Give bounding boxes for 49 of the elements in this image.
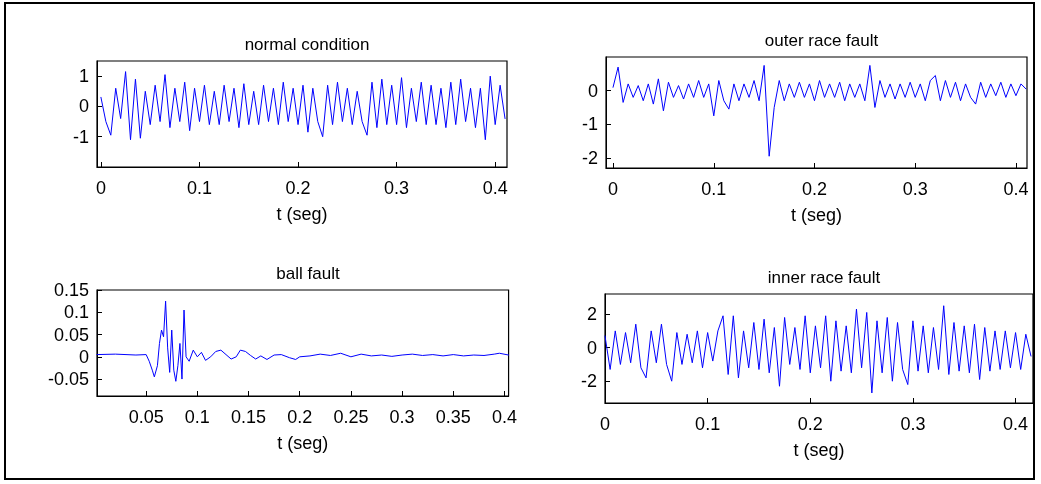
x-axis-title: t (seg) (793, 440, 845, 460)
x-tick-label: 0.4 (491, 407, 517, 427)
y-tick-label: 0.1 (63, 302, 89, 323)
x-axis-title: t (seg) (277, 433, 329, 453)
chart-title: normal condition (244, 35, 370, 54)
y-tick-label: -0.05 (47, 369, 89, 390)
x-tick-label: 0.1 (701, 179, 727, 199)
chart-title: outer race fault (764, 31, 879, 50)
y-tick-label: 0 (587, 80, 598, 101)
x-tick-label: 0.25 (333, 407, 369, 427)
x-tick-label: 0 (95, 178, 106, 198)
y-tick-label: -1 (72, 126, 89, 147)
x-tick-label: 0.4 (1003, 179, 1029, 199)
x-tick-label: 0.2 (797, 414, 823, 434)
x-tick-label: 0.1 (695, 414, 721, 434)
x-tick-label: 0.35 (435, 407, 471, 427)
x-tick-label: 0.05 (128, 407, 164, 427)
line-series (612, 64, 1027, 157)
y-tick-label: 0 (586, 337, 597, 358)
y-tick-label: -1 (581, 114, 598, 135)
x-tick-label: 0.4 (1003, 414, 1029, 434)
x-tick-label: 0.4 (482, 178, 508, 198)
y-tick-label: -2 (580, 371, 597, 392)
x-tick-label: 0.1 (186, 178, 213, 198)
line-series (100, 71, 506, 141)
x-tick-label: 0.3 (389, 407, 415, 427)
x-tick-label: 0.3 (902, 179, 928, 199)
x-tick-label: 0.2 (285, 178, 311, 198)
x-tick-label: 0 (599, 414, 611, 434)
y-tick-label: 0.05 (53, 324, 89, 345)
line-series (96, 300, 510, 382)
y-tick-label: 2 (586, 304, 597, 325)
x-tick-label: 0.3 (384, 178, 410, 198)
y-tick-label: 0.15 (53, 280, 89, 300)
y-tick-label: 1 (78, 66, 89, 87)
chart-title: ball fault (276, 264, 340, 283)
x-tick-label: 0.2 (287, 407, 313, 427)
y-tick-label: 0 (78, 96, 89, 117)
x-tick-label: 0.1 (184, 407, 210, 427)
y-tick-label: 0 (78, 346, 89, 367)
x-axis-title: t (seg) (790, 205, 843, 225)
x-tick-label: 0 (608, 179, 619, 199)
x-tick-label: 0.2 (801, 179, 827, 199)
x-axis-title: t (seg) (276, 204, 328, 224)
chart-title: inner race fault (767, 268, 881, 287)
line-series (604, 305, 1032, 394)
y-tick-label: -2 (581, 147, 598, 168)
x-tick-label: 0.15 (231, 407, 267, 427)
x-tick-label: 0.3 (900, 414, 926, 434)
